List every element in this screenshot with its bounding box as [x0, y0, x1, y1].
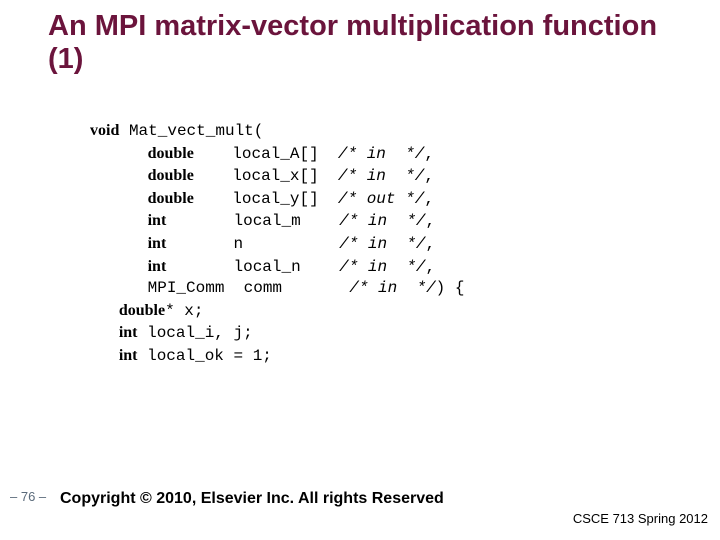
copyright-text: Copyright © 2010, Elsevier Inc. All righ…: [60, 490, 444, 508]
code-text: ,: [424, 190, 434, 208]
code-text: ) {: [436, 279, 465, 297]
code-line: double* x;: [90, 300, 464, 323]
code-line: MPI_Comm comm /* in */) {: [90, 278, 464, 300]
code-text: * x;: [165, 302, 203, 320]
code-text: [90, 258, 148, 276]
code-comment: /* in */: [338, 145, 424, 163]
code-keyword: int: [148, 212, 167, 229]
code-line: int local_n /* in */,: [90, 256, 464, 279]
code-text: n: [166, 235, 339, 253]
code-text: ,: [426, 212, 436, 230]
slide-title: An MPI matrix-vector multiplication func…: [48, 10, 688, 77]
code-text: local_m: [166, 212, 339, 230]
code-comment: /* out */: [338, 190, 424, 208]
code-comment: /* in */: [339, 258, 425, 276]
code-text: [90, 302, 119, 320]
code-text: Mat_vect_mult(: [119, 122, 263, 140]
code-keyword: double: [148, 145, 194, 162]
code-comment: /* in */: [349, 279, 435, 297]
code-keyword: double: [148, 190, 194, 207]
code-line: int local_m /* in */,: [90, 210, 464, 233]
code-keyword: int: [119, 347, 138, 364]
code-text: [90, 190, 148, 208]
code-text: ,: [426, 258, 436, 276]
code-text: [90, 324, 119, 342]
code-keyword: int: [119, 324, 138, 341]
code-line: void Mat_vect_mult(: [90, 120, 464, 143]
code-block: void Mat_vect_mult( double local_A[] /* …: [90, 120, 464, 368]
code-text: [90, 347, 119, 365]
code-comment: /* in */: [339, 235, 425, 253]
code-keyword: int: [148, 235, 167, 252]
code-line: double local_y[] /* out */,: [90, 188, 464, 211]
code-line: int local_ok = 1;: [90, 345, 464, 368]
code-text: local_x[]: [194, 167, 338, 185]
code-text: ,: [426, 235, 436, 253]
code-text: [90, 167, 148, 185]
code-text: local_y[]: [194, 190, 338, 208]
code-text: [90, 212, 148, 230]
code-line: double local_x[] /* in */,: [90, 165, 464, 188]
code-keyword: double: [119, 302, 165, 319]
code-line: int n /* in */,: [90, 233, 464, 256]
code-text: local_i, j;: [137, 324, 252, 342]
course-label: CSCE 713 Spring 2012: [573, 511, 708, 526]
code-text: ,: [424, 167, 434, 185]
code-text: local_n: [166, 258, 339, 276]
code-keyword: void: [90, 122, 119, 139]
code-text: ,: [424, 145, 434, 163]
code-text: [90, 145, 148, 163]
code-keyword: int: [148, 258, 167, 275]
code-text: local_ok = 1;: [137, 347, 271, 365]
code-line: int local_i, j;: [90, 322, 464, 345]
code-line: double local_A[] /* in */,: [90, 143, 464, 166]
code-text: [90, 235, 148, 253]
slide: An MPI matrix-vector multiplication func…: [0, 0, 720, 540]
code-comment: /* in */: [339, 212, 425, 230]
code-text: MPI_Comm comm: [90, 279, 349, 297]
code-comment: /* in */: [338, 167, 424, 185]
code-text: local_A[]: [194, 145, 338, 163]
page-number: – 76 –: [10, 489, 46, 504]
code-keyword: double: [148, 167, 194, 184]
